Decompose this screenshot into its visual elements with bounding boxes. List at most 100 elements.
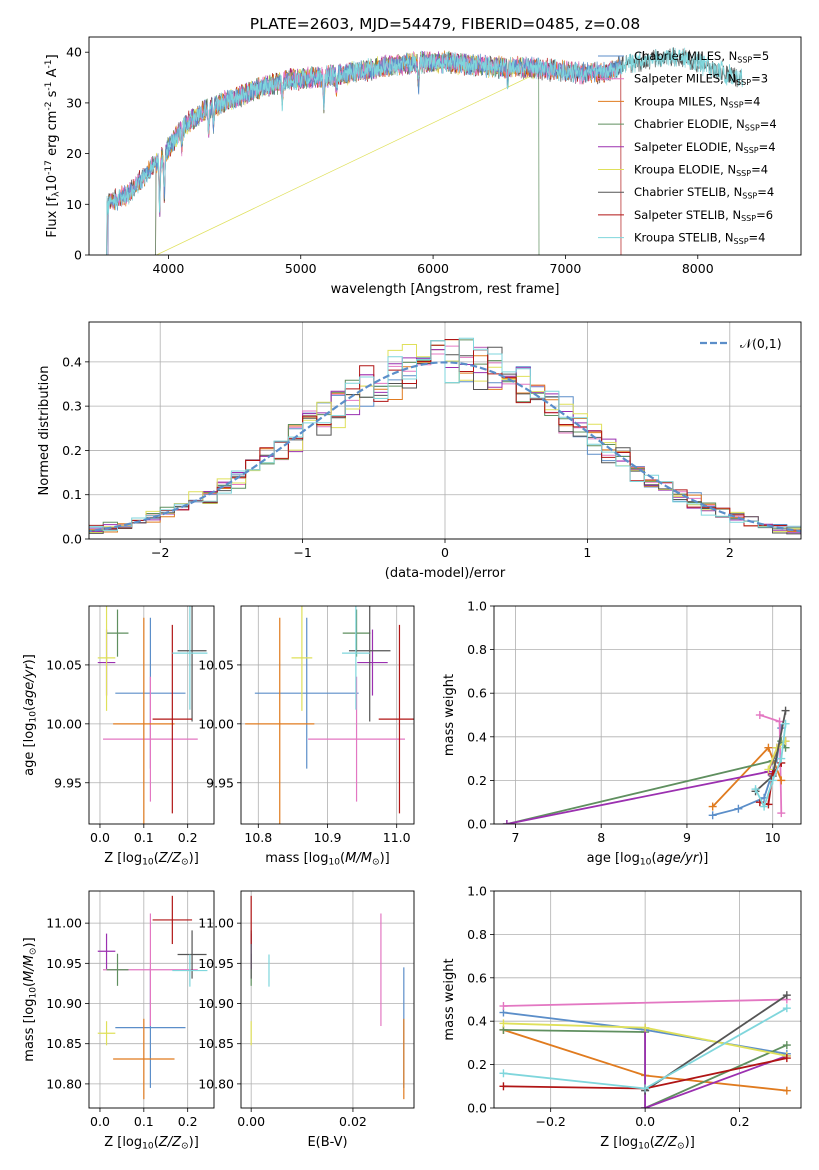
x-axis-label: Z [log10(Z/Z⊙)] — [104, 1135, 199, 1152]
y-tick-label: 0.6 — [467, 970, 487, 985]
weight-marker — [764, 765, 773, 774]
y-axis-label: mass weight — [442, 958, 457, 1040]
errorbar-chabrier-miles — [254, 617, 359, 769]
spectrum-line-kroupa-stelib — [106, 47, 743, 255]
weight-marker — [777, 809, 786, 818]
y-tick-label: 10.80 — [198, 1076, 234, 1091]
y-tick-label: 10 — [66, 197, 82, 212]
weight-line-salpeter-elodie — [644, 1027, 788, 1108]
x-tick-label: 2 — [726, 545, 734, 560]
x-tick-label: −0.2 — [535, 1114, 565, 1129]
errorbar-kroupa-stelib — [342, 606, 370, 710]
y-tick-label: 0.2 — [62, 443, 82, 458]
errorbar-kroupa-miles — [113, 1018, 175, 1100]
weight-marker — [775, 717, 784, 726]
spectrum-line-chabrier-miles — [107, 52, 622, 255]
weight-marker — [499, 1069, 508, 1078]
histogram-kroupa-stelib — [89, 337, 801, 532]
errorbar-kroupa-elodie — [291, 606, 313, 711]
weight-line-chabrier-elodie — [506, 739, 787, 824]
plot-area — [106, 47, 743, 255]
x-tick-label: 0.1 — [134, 830, 154, 845]
weight-marker — [777, 776, 786, 785]
errorbar-chabrier-elodie — [342, 609, 371, 657]
plot-area — [89, 337, 801, 535]
weight-marker — [782, 1054, 791, 1063]
weight-marker — [499, 1002, 508, 1011]
y-tick-label: 0.8 — [467, 927, 487, 942]
y-axis-label: mass weight — [442, 674, 457, 756]
x-axis-label: age [log10(age/yr)] — [587, 851, 709, 868]
y-tick-label: 9.95 — [54, 775, 82, 790]
weight-marker — [782, 1041, 791, 1050]
weight-marker — [755, 711, 764, 719]
y-tick-label: 10.80 — [46, 1076, 82, 1091]
legend-label: Salpeter MILES, NSSP=3 — [634, 72, 768, 87]
weight-marker — [499, 1082, 508, 1091]
errorbar-kroupa-elodie — [97, 606, 116, 711]
x-tick-label: 7 — [511, 830, 519, 845]
weight-marker — [751, 785, 760, 794]
x-tick-label: 0.2 — [730, 1114, 750, 1129]
plot-area — [97, 606, 208, 824]
x-tick-label: 0.0 — [90, 1114, 110, 1129]
x-axis-label: E(B-V) — [307, 1135, 347, 1150]
spectrum-legend: Chabrier MILES, NSSP=5 Salpeter MILES, NS… — [598, 49, 777, 246]
weight-marker — [641, 1023, 650, 1032]
figure-title: PLATE=2603, MJD=54479, FIBERID=0485, z=0… — [250, 15, 640, 33]
x-axis-label: (data-model)/error — [385, 566, 506, 581]
x-tick-label: 0.00 — [237, 1114, 265, 1129]
axes-frame — [88, 890, 215, 1109]
legend-label: Kroupa MILES, NSSP=4 — [634, 94, 760, 109]
y-tick-label: 0.2 — [467, 773, 487, 788]
panel-weight-vs-age: 7 8 9 10 0.0 0.2 0.4 0.6 0.8 1.0 age [log10(age/yr… — [442, 599, 802, 868]
x-axis-label: Z [log10(Z/Z⊙)] — [600, 1135, 695, 1152]
axes-frame — [240, 890, 415, 1109]
y-tick-label: 0.4 — [62, 354, 82, 369]
axes-frame — [88, 321, 802, 540]
legend-label: Kroupa ELODIE, NSSP=4 — [634, 163, 768, 178]
errorbar-salpeter-stelib — [378, 624, 414, 814]
x-tick-label: 4000 — [152, 261, 184, 276]
legend-label: Kroupa STELIB, NSSP=4 — [634, 231, 765, 246]
y-tick-label: 1.0 — [467, 884, 487, 899]
y-tick-label: 40 — [66, 45, 82, 60]
y-tick-label: 0.6 — [467, 686, 487, 701]
errorbar-chabrier-elodie — [106, 609, 129, 657]
plot-area — [245, 606, 414, 824]
errorbar-chabrier-elodie — [106, 953, 129, 986]
errorbar-kroupa-stelib — [172, 606, 208, 710]
y-tick-label: 0.0 — [62, 532, 82, 547]
axes-frame — [493, 605, 802, 825]
weight-marker — [782, 1086, 791, 1095]
x-tick-label: 0.0 — [635, 1114, 655, 1129]
errorbar-salpeter-elodie — [97, 933, 116, 969]
errorbar-kroupa-elodie — [97, 1021, 116, 1046]
panel-mass-vs-z: 0.0 0.1 0.2 10.80 10.85 10.90 10.95 11.00 Z [log… — [22, 890, 215, 1152]
y-tick-label: 0.0 — [467, 1101, 487, 1116]
errorbar-kroupa-stelib — [172, 954, 208, 987]
panel-weight-vs-z: −0.2 0.0 0.2 0.0 0.2 0.4 0.6 0.8 1.0 Z [log10(Z/Z… — [442, 884, 802, 1152]
axes-frame — [88, 605, 215, 825]
x-axis-label: Z [log10(Z/Z⊙)] — [104, 851, 199, 868]
y-axis-label: Normed distribution — [37, 366, 52, 496]
plot-area — [499, 991, 791, 1108]
x-tick-label: 1 — [583, 545, 591, 560]
x-tick-label: 8000 — [682, 261, 714, 276]
legend-label: Salpeter STELIB, NSSP=6 — [634, 208, 773, 223]
x-tick-label: 7000 — [550, 261, 582, 276]
panel-residuals: −2 −1 0 1 2 0.0 0.1 0.2 0.3 0.4 (data-model)/error… — [37, 321, 802, 581]
x-tick-label: 0.2 — [178, 1114, 198, 1129]
y-tick-label: 11.00 — [46, 916, 82, 931]
legend-label: Salpeter ELODIE, NSSP=4 — [634, 140, 776, 155]
y-tick-label: 20 — [66, 146, 82, 161]
weight-marker — [782, 991, 791, 1000]
weight-marker — [760, 802, 769, 811]
y-tick-label: 10.95 — [46, 956, 82, 971]
y-tick-label: 10.00 — [198, 716, 234, 731]
legend-label: Chabrier STELIB, NSSP=4 — [634, 185, 774, 200]
y-tick-label: 1.0 — [467, 599, 487, 614]
panel-age-vs-mass: 10.8 10.9 11.0 9.95 10.00 10.05 mass [log10(M/… — [198, 605, 415, 868]
y-tick-label: 0.2 — [467, 1057, 487, 1072]
